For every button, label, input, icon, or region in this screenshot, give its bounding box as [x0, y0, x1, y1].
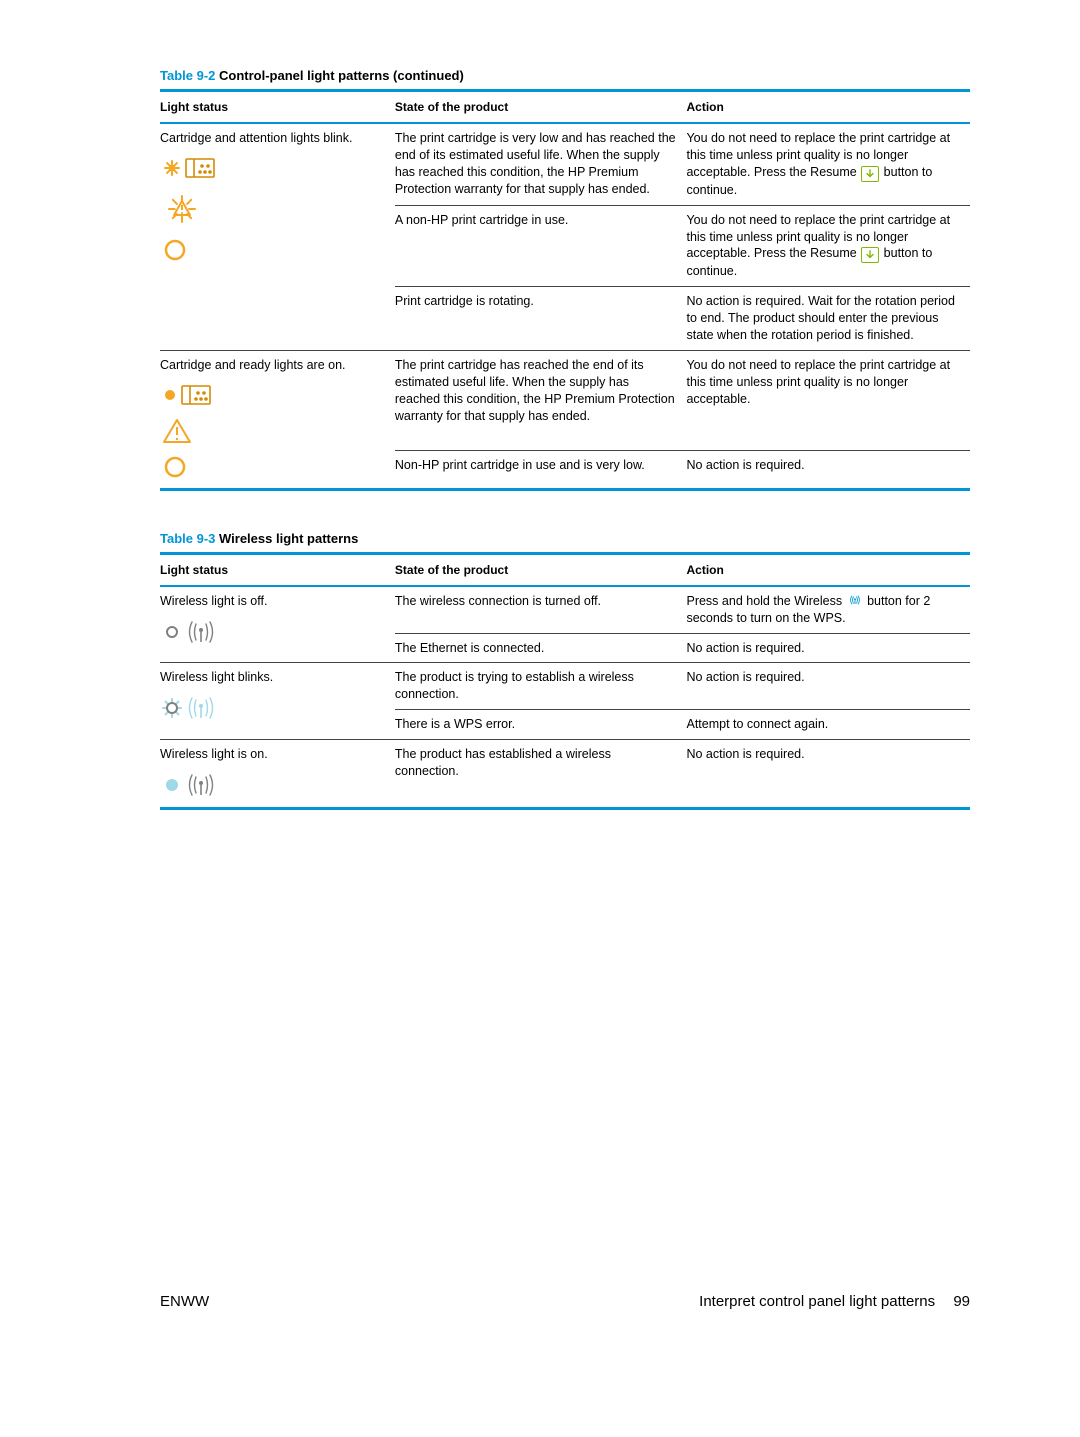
footer-section-title: Interpret control panel light patterns	[699, 1293, 935, 1310]
light-status-label: Wireless light is off.	[160, 593, 385, 610]
state-cell: The product is trying to establish a wir…	[395, 663, 687, 710]
table-93-header-state: State of the product	[395, 553, 687, 586]
table-row: Wireless light is off. The wireless conn…	[160, 586, 970, 633]
table-92-header-light: Light status	[160, 91, 395, 124]
table-93: Light status State of the product Action…	[160, 552, 970, 810]
action-cell: You do not need to replace the print car…	[686, 205, 970, 287]
table-93-title: Table 9-3 Wireless light patterns	[160, 531, 970, 546]
wireless-light-on-icon	[160, 769, 230, 801]
state-cell: The print cartridge has reached the end …	[395, 350, 687, 450]
document-page: Table 9-2 Control-panel light patterns (…	[0, 0, 1080, 1350]
state-cell: There is a WPS error.	[395, 710, 687, 740]
attention-outline-icon	[160, 416, 194, 446]
page-footer: ENWW Interpret control panel light patte…	[160, 1293, 970, 1310]
resume-icon	[861, 166, 879, 182]
table-93-caption: Wireless light patterns	[215, 531, 358, 546]
table-row: Cartridge and ready lights are on. The p…	[160, 350, 970, 450]
action-cell: Attempt to connect again.	[686, 710, 970, 740]
action-cell: You do not need to replace the print car…	[686, 123, 970, 205]
table-92-header-action: Action	[686, 91, 970, 124]
table-row: Cartridge and attention lights blink. Th…	[160, 123, 970, 205]
footer-page-number: 99	[939, 1293, 970, 1310]
table-93-number: Table 9-3	[160, 531, 215, 546]
light-status-label: Cartridge and attention lights blink.	[160, 130, 385, 147]
light-status-label: Wireless light is on.	[160, 746, 385, 763]
action-cell: No action is required.	[686, 451, 970, 490]
ready-off-icon	[160, 452, 190, 482]
cartridge-on-icon	[160, 380, 220, 410]
resume-icon	[861, 247, 879, 263]
footer-left: ENWW	[160, 1293, 209, 1310]
wireless-light-blink-icon	[160, 692, 230, 724]
state-cell: The wireless connection is turned off.	[395, 586, 687, 633]
table-93-header-light: Light status	[160, 553, 395, 586]
wireless-icon	[847, 593, 863, 607]
action-cell: No action is required.	[686, 633, 970, 663]
state-cell: A non-HP print cartridge in use.	[395, 205, 687, 287]
state-cell: Non-HP print cartridge in use and is ver…	[395, 451, 687, 490]
action-cell: No action is required.	[686, 663, 970, 710]
action-cell: No action is required. Wait for the rota…	[686, 287, 970, 351]
cartridge-blink-icon	[160, 153, 220, 183]
table-92: Light status State of the product Action…	[160, 89, 970, 491]
ready-off-icon	[160, 235, 190, 265]
table-92-header-state: State of the product	[395, 91, 687, 124]
footer-right: Interpret control panel light patterns 9…	[699, 1293, 970, 1310]
table-93-header-action: Action	[686, 553, 970, 586]
light-status-label: Cartridge and ready lights are on.	[160, 357, 385, 374]
table-row: Wireless light is on. The product has es…	[160, 740, 970, 809]
table-92-title: Table 9-2 Control-panel light patterns (…	[160, 68, 970, 83]
action-cell: No action is required.	[686, 740, 970, 809]
state-cell: Print cartridge is rotating.	[395, 287, 687, 351]
table-92-number: Table 9-2	[160, 68, 215, 83]
state-cell: The Ethernet is connected.	[395, 633, 687, 663]
action-cell: You do not need to replace the print car…	[686, 350, 970, 450]
state-cell: The product has established a wireless c…	[395, 740, 687, 809]
attention-blink-icon	[160, 189, 204, 229]
light-status-label: Wireless light blinks.	[160, 669, 385, 686]
action-cell: Press and hold the Wireless button for 2…	[686, 586, 970, 633]
state-cell: The print cartridge is very low and has …	[395, 123, 687, 205]
wireless-light-off-icon	[160, 616, 230, 648]
table-92-caption: Control-panel light patterns (continued)	[215, 68, 463, 83]
table-row: Wireless light blinks. The product is tr…	[160, 663, 970, 710]
